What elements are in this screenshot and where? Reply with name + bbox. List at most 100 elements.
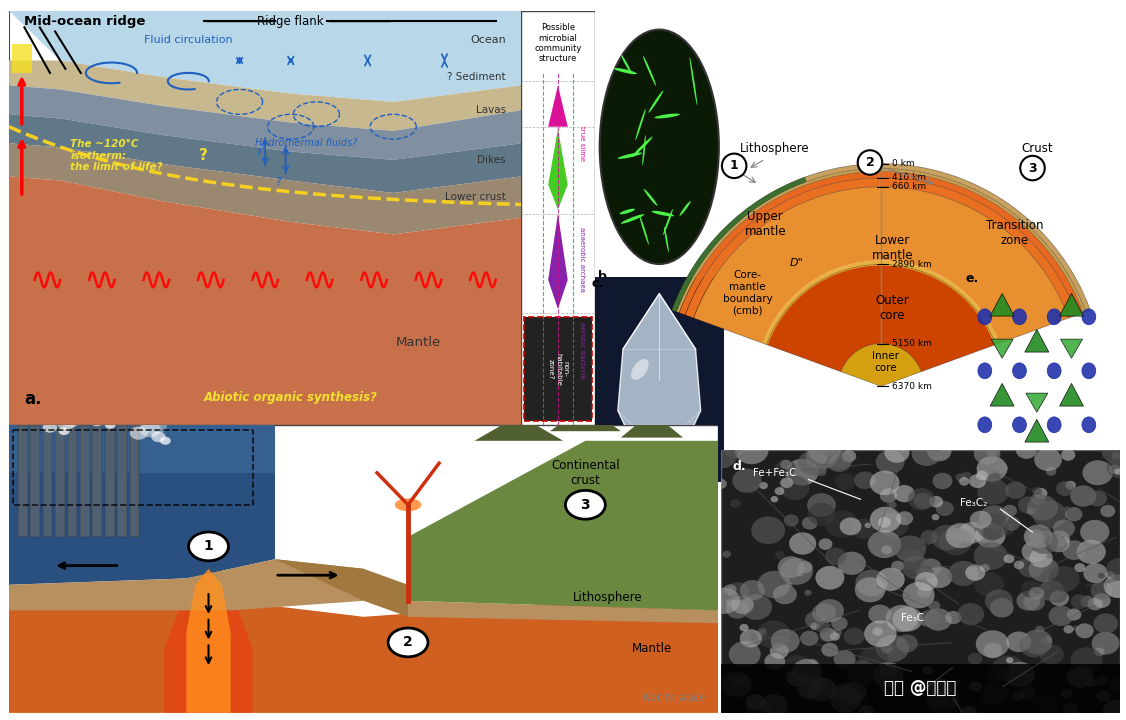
Text: Transition
zone: Transition zone xyxy=(986,219,1044,247)
Circle shape xyxy=(840,518,861,535)
Polygon shape xyxy=(129,425,140,537)
Text: ?: ? xyxy=(254,148,261,158)
Circle shape xyxy=(1087,678,1097,687)
Circle shape xyxy=(723,551,731,558)
Circle shape xyxy=(759,482,768,490)
Circle shape xyxy=(734,436,769,464)
Circle shape xyxy=(1006,657,1013,663)
Circle shape xyxy=(781,655,814,682)
Circle shape xyxy=(60,412,80,428)
Circle shape xyxy=(873,662,903,687)
Text: e.: e. xyxy=(966,271,980,285)
Circle shape xyxy=(920,679,936,692)
Circle shape xyxy=(931,514,939,521)
Circle shape xyxy=(1049,590,1069,606)
Circle shape xyxy=(1038,580,1064,601)
Circle shape xyxy=(714,479,727,489)
Circle shape xyxy=(859,647,888,671)
Polygon shape xyxy=(9,176,521,425)
Circle shape xyxy=(1062,540,1087,560)
Text: Dikes: Dikes xyxy=(477,155,506,165)
Circle shape xyxy=(1016,441,1037,459)
Circle shape xyxy=(1100,505,1116,517)
Circle shape xyxy=(825,510,859,538)
Circle shape xyxy=(803,675,826,695)
Circle shape xyxy=(821,643,838,657)
Circle shape xyxy=(1115,469,1121,474)
Circle shape xyxy=(1101,438,1126,464)
Polygon shape xyxy=(1060,294,1083,316)
Circle shape xyxy=(796,570,804,576)
Circle shape xyxy=(1066,608,1081,621)
Polygon shape xyxy=(9,86,521,160)
Circle shape xyxy=(929,496,944,508)
Circle shape xyxy=(815,621,830,633)
Ellipse shape xyxy=(622,55,632,73)
Text: ? Sediment: ? Sediment xyxy=(447,72,506,82)
Circle shape xyxy=(926,566,953,588)
FancyBboxPatch shape xyxy=(721,664,1120,713)
Text: c.: c. xyxy=(592,277,604,290)
Polygon shape xyxy=(9,425,275,473)
Circle shape xyxy=(957,603,984,625)
Circle shape xyxy=(759,628,767,634)
Circle shape xyxy=(388,628,428,657)
Polygon shape xyxy=(275,559,408,617)
Circle shape xyxy=(833,629,842,636)
FancyBboxPatch shape xyxy=(9,11,521,425)
Circle shape xyxy=(188,532,229,561)
Circle shape xyxy=(1082,460,1112,485)
Circle shape xyxy=(757,621,790,649)
Text: Lithosphere: Lithosphere xyxy=(573,591,642,604)
Circle shape xyxy=(956,473,966,482)
Text: Not to scale: Not to scale xyxy=(643,693,705,703)
Circle shape xyxy=(891,561,904,572)
Circle shape xyxy=(936,501,954,516)
Circle shape xyxy=(920,610,940,627)
Circle shape xyxy=(819,539,832,550)
Text: Lower crust: Lower crust xyxy=(445,192,506,202)
Wedge shape xyxy=(679,171,1083,315)
Circle shape xyxy=(900,549,924,569)
Circle shape xyxy=(820,628,837,642)
Circle shape xyxy=(917,586,931,598)
Circle shape xyxy=(815,467,826,476)
Text: a.: a. xyxy=(25,390,42,408)
Circle shape xyxy=(977,363,992,379)
Circle shape xyxy=(994,666,1006,676)
Circle shape xyxy=(1017,591,1040,611)
Circle shape xyxy=(975,523,1006,548)
Ellipse shape xyxy=(689,57,697,105)
Circle shape xyxy=(708,588,740,614)
Ellipse shape xyxy=(679,201,690,216)
Circle shape xyxy=(1020,634,1048,657)
Circle shape xyxy=(876,567,905,591)
Circle shape xyxy=(851,519,875,539)
Ellipse shape xyxy=(618,153,642,159)
Circle shape xyxy=(105,421,116,428)
Text: Fe₃C: Fe₃C xyxy=(901,613,923,623)
Circle shape xyxy=(948,561,978,586)
Circle shape xyxy=(932,473,953,489)
Circle shape xyxy=(1074,563,1085,572)
Text: 1: 1 xyxy=(204,539,214,554)
Circle shape xyxy=(792,659,822,683)
Circle shape xyxy=(1027,495,1058,521)
Circle shape xyxy=(1039,644,1064,665)
Circle shape xyxy=(807,503,835,526)
Circle shape xyxy=(879,664,899,679)
Polygon shape xyxy=(618,294,700,466)
Text: Lavas: Lavas xyxy=(476,105,506,115)
Circle shape xyxy=(1081,595,1094,607)
Circle shape xyxy=(986,664,1010,683)
Text: Ocean: Ocean xyxy=(471,35,506,45)
Text: anaerobic archaea: anaerobic archaea xyxy=(580,227,586,292)
Circle shape xyxy=(855,472,876,489)
Polygon shape xyxy=(990,294,1015,316)
Text: The ~120°C
isotherm:
the limit of life?: The ~120°C isotherm: the limit of life? xyxy=(71,139,163,172)
Circle shape xyxy=(805,611,825,628)
Wedge shape xyxy=(686,178,1076,318)
Circle shape xyxy=(726,599,734,606)
Text: ?: ? xyxy=(276,176,282,186)
Circle shape xyxy=(946,523,976,549)
